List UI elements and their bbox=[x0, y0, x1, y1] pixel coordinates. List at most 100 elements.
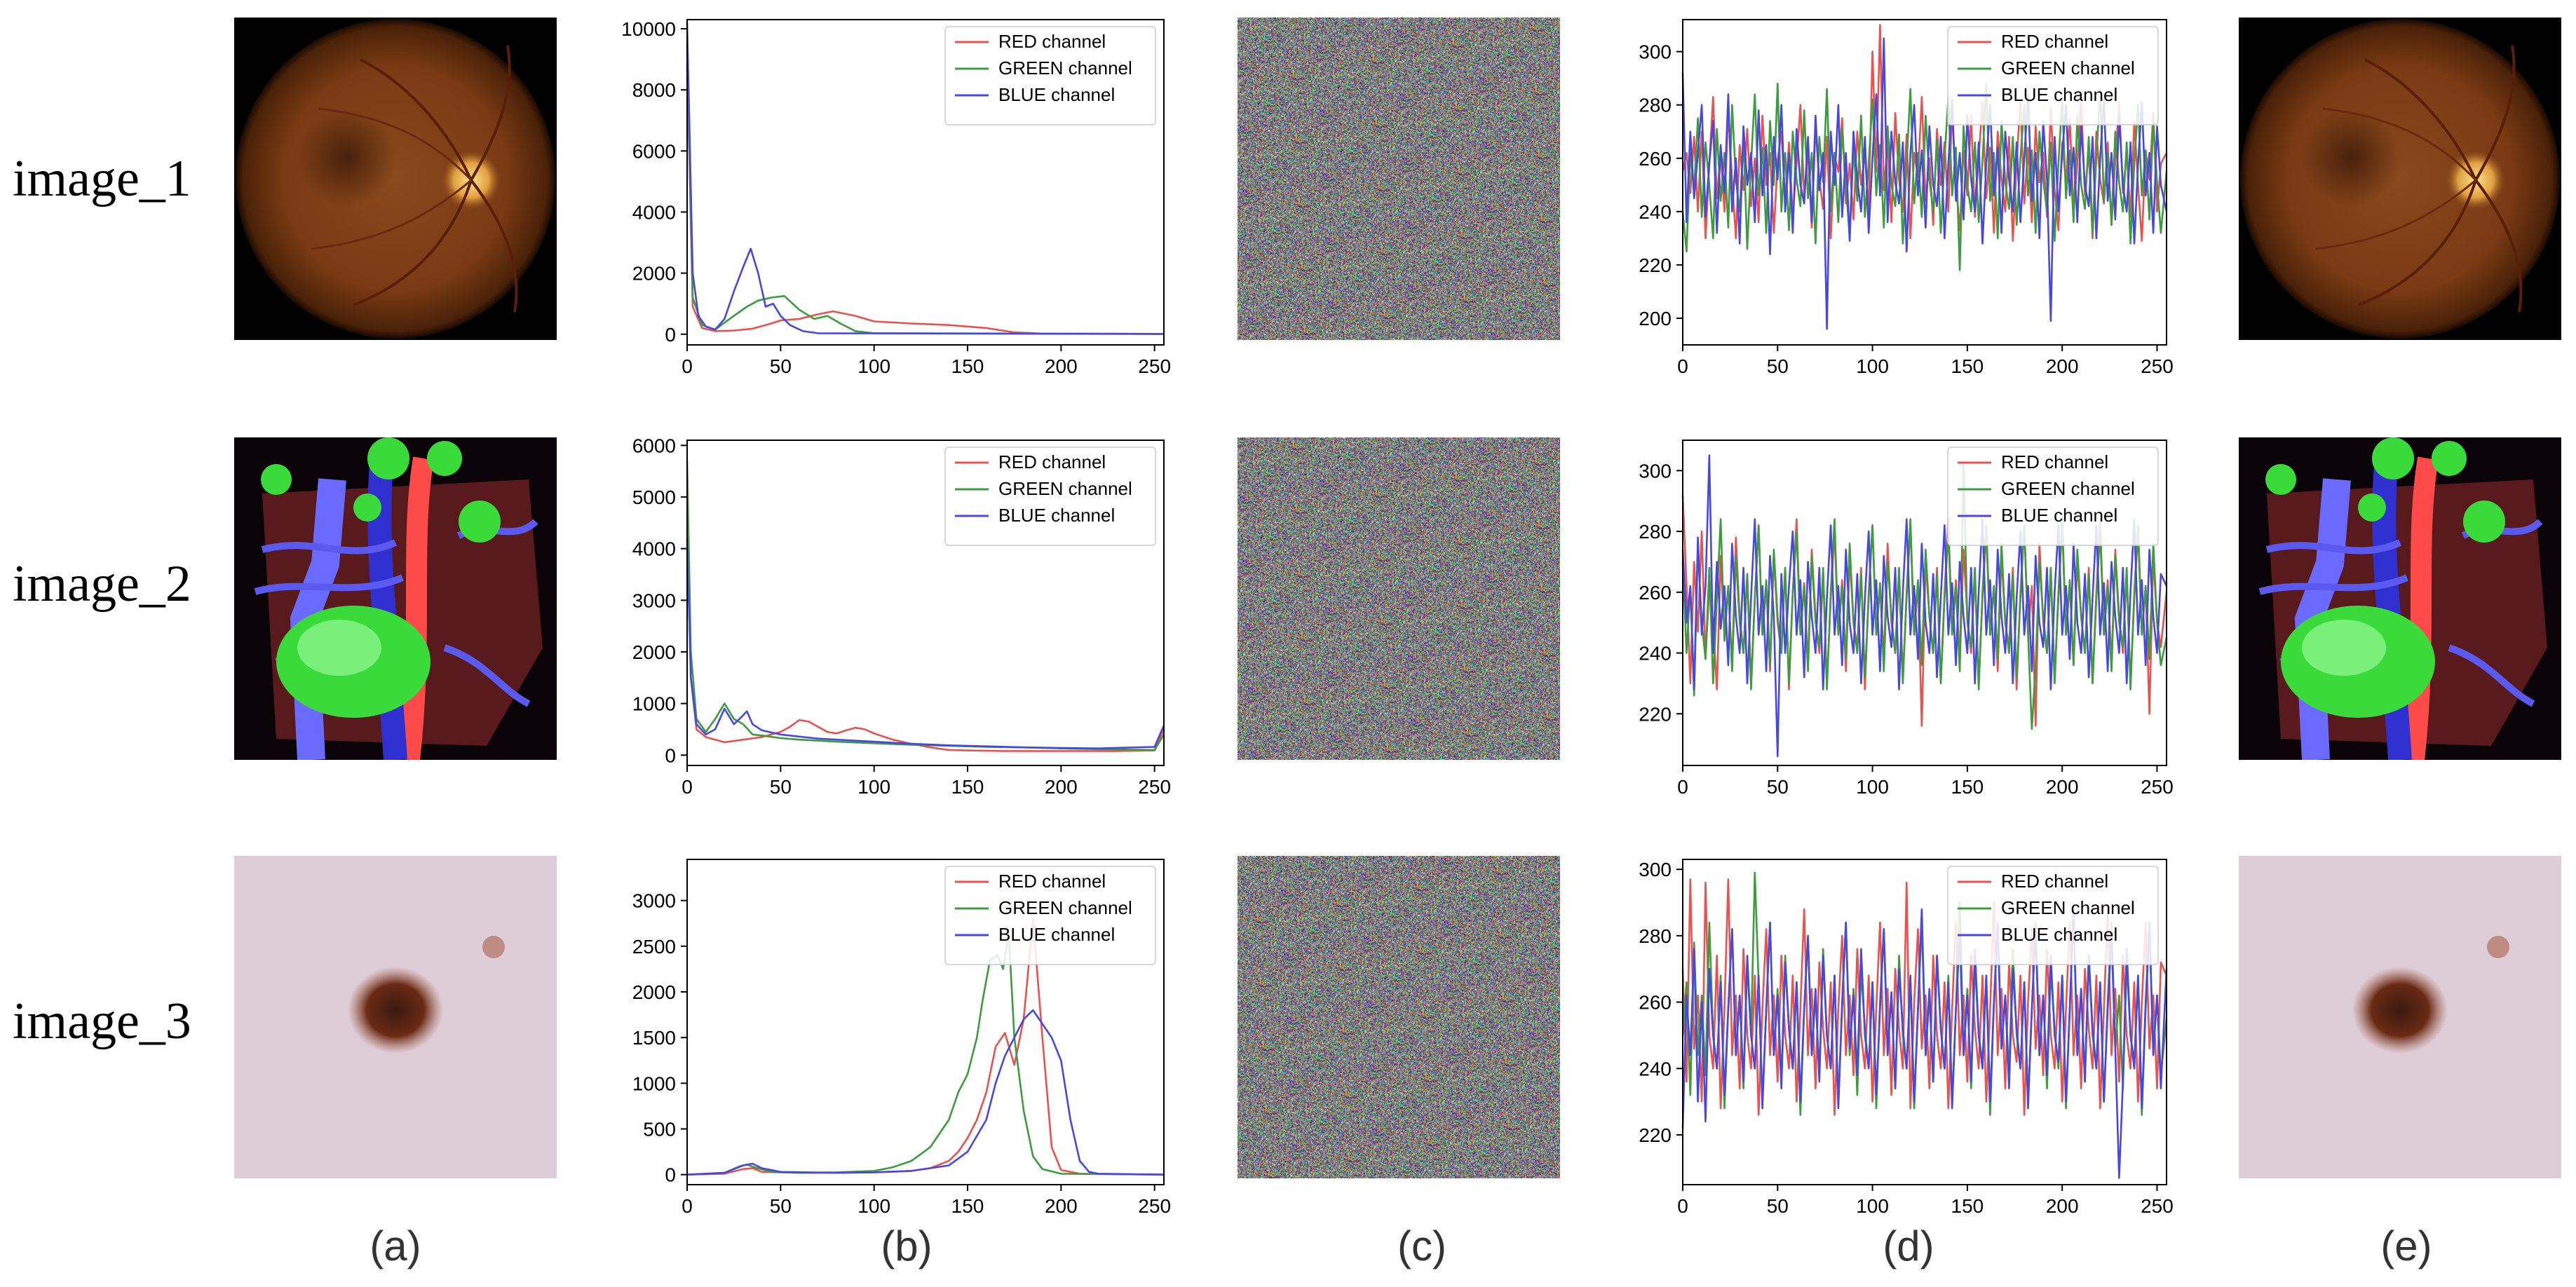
y-tick-label: 280 bbox=[1639, 521, 1672, 543]
series-line-2 bbox=[686, 932, 1165, 1176]
noise-canvas-2 bbox=[1238, 437, 1560, 760]
plot-frame bbox=[1682, 440, 2167, 766]
col-label-b: (b) bbox=[881, 1223, 933, 1269]
series-line-2 bbox=[1681, 463, 2168, 730]
y-tick-label: 0 bbox=[665, 1164, 676, 1186]
x-tick-label: 200 bbox=[2046, 1195, 2079, 1217]
x-tick-label: 150 bbox=[951, 355, 984, 377]
legend-label: BLUE channel bbox=[998, 924, 1115, 945]
chart-d1-correlation: 0 50 100 150 200 250 200 220 240 260 280 300 RED cha… bbox=[1639, 19, 2174, 377]
plot-frame bbox=[686, 440, 1165, 766]
y-tick-label: 1500 bbox=[632, 1027, 676, 1049]
legend-label: GREEN channel bbox=[2001, 478, 2135, 499]
legend-label: RED channel bbox=[2001, 871, 2108, 892]
panel-a2-liver-image bbox=[234, 437, 557, 760]
legend-label: BLUE channel bbox=[998, 84, 1115, 105]
x-tick-label: 50 bbox=[1767, 776, 1789, 798]
legend-label: BLUE channel bbox=[2001, 505, 2117, 526]
y-tick-label: 2500 bbox=[632, 936, 676, 958]
noise-canvas-1 bbox=[1238, 18, 1560, 340]
x-tick-label: 50 bbox=[1767, 355, 1789, 377]
legend-box bbox=[1947, 447, 2159, 546]
y-tick-label: 240 bbox=[1639, 1058, 1672, 1080]
x-tick-label: 250 bbox=[1138, 1195, 1171, 1217]
x-tick-label: 100 bbox=[1856, 355, 1889, 377]
x-tick-label: 0 bbox=[682, 776, 693, 798]
x-tick-label: 150 bbox=[1951, 1195, 1984, 1217]
legend-label: GREEN channel bbox=[998, 897, 1132, 918]
x-tick-label: 50 bbox=[770, 1195, 792, 1217]
y-tick-label: 1000 bbox=[632, 693, 676, 715]
legend-box bbox=[1947, 26, 2159, 125]
col-label-c: (c) bbox=[1397, 1223, 1446, 1269]
y-tick-label: 0 bbox=[665, 324, 676, 346]
series-line-1 bbox=[686, 918, 1165, 1176]
x-tick-label: 0 bbox=[1677, 776, 1688, 798]
row-label-image-2: image_2 bbox=[13, 555, 191, 613]
series-line-3 bbox=[686, 22, 1165, 335]
legend-box bbox=[1947, 866, 2159, 965]
series-line-1 bbox=[1681, 878, 2168, 1116]
chart-d3-correlation: 0 50 100 150 200 250 220 240 260 280 300 RED channe… bbox=[1639, 859, 2174, 1217]
x-tick-label: 0 bbox=[682, 1195, 693, 1217]
panel-a1-fundus-image bbox=[234, 18, 557, 340]
y-tick-label: 220 bbox=[1639, 1124, 1672, 1146]
x-tick-label: 200 bbox=[1045, 776, 1078, 798]
col-label-a: (a) bbox=[370, 1223, 421, 1269]
panel-c3-encrypted-noise bbox=[1238, 856, 1560, 1178]
legend-label: BLUE channel bbox=[998, 505, 1115, 526]
x-tick-label: 250 bbox=[2141, 1195, 2174, 1217]
series-line-3 bbox=[1681, 37, 2168, 330]
y-tick-label: 500 bbox=[643, 1118, 676, 1140]
col-label-e: (e) bbox=[2380, 1223, 2432, 1269]
plot-frame bbox=[686, 859, 1165, 1185]
x-tick-label: 250 bbox=[1138, 776, 1171, 798]
x-tick-label: 200 bbox=[1045, 355, 1078, 377]
y-tick-label: 6000 bbox=[632, 140, 676, 162]
legend-box bbox=[944, 26, 1156, 125]
y-tick-label: 260 bbox=[1639, 992, 1672, 1014]
y-tick-label: 3000 bbox=[632, 590, 676, 611]
y-tick-label: 220 bbox=[1639, 703, 1672, 725]
legend-label: RED channel bbox=[998, 871, 1106, 892]
series-line-2 bbox=[1681, 83, 2168, 271]
y-tick-label: 6000 bbox=[632, 435, 676, 456]
y-tick-label: 5000 bbox=[632, 486, 676, 508]
y-tick-label: 300 bbox=[1639, 859, 1672, 880]
plot-frame bbox=[1682, 19, 2167, 346]
legend-label: RED channel bbox=[998, 451, 1106, 472]
x-tick-label: 200 bbox=[2046, 776, 2079, 798]
x-tick-label: 150 bbox=[1951, 776, 1984, 798]
y-tick-label: 0 bbox=[665, 744, 676, 766]
y-tick-label: 260 bbox=[1639, 148, 1672, 170]
y-tick-label: 280 bbox=[1639, 925, 1672, 947]
legend-label: RED channel bbox=[2001, 451, 2108, 472]
y-tick-label: 1000 bbox=[632, 1072, 676, 1094]
x-tick-label: 100 bbox=[857, 1195, 890, 1217]
y-tick-label: 10000 bbox=[621, 18, 676, 40]
panel-e3-skin-image bbox=[2239, 856, 2561, 1178]
legend-label: BLUE channel bbox=[2001, 924, 2117, 945]
legend-label: GREEN channel bbox=[2001, 897, 2135, 918]
row-label-image-1: image_1 bbox=[13, 150, 191, 207]
panel-e1-fundus-image bbox=[2239, 18, 2561, 340]
series-line-1 bbox=[686, 65, 1165, 335]
series-line-3 bbox=[686, 1009, 1165, 1176]
panel-a3-skin-image bbox=[234, 856, 557, 1178]
row-label-image-3: image_3 bbox=[13, 993, 191, 1050]
series-line-3 bbox=[1681, 908, 2168, 1179]
x-tick-label: 150 bbox=[1951, 355, 1984, 377]
noise-canvas-3 bbox=[1238, 856, 1560, 1178]
y-tick-label: 4000 bbox=[632, 538, 676, 560]
x-tick-label: 200 bbox=[1045, 1195, 1078, 1217]
legend-label: GREEN channel bbox=[2001, 57, 2135, 79]
x-tick-label: 250 bbox=[2141, 355, 2174, 377]
legend-label: RED channel bbox=[2001, 31, 2108, 52]
y-tick-label: 2000 bbox=[632, 641, 676, 663]
y-tick-label: 240 bbox=[1639, 643, 1672, 665]
legend-label: GREEN channel bbox=[998, 478, 1132, 499]
y-tick-label: 280 bbox=[1639, 95, 1672, 116]
y-tick-label: 200 bbox=[1639, 308, 1672, 329]
y-tick-label: 4000 bbox=[632, 201, 676, 223]
y-tick-label: 2000 bbox=[632, 981, 676, 1003]
